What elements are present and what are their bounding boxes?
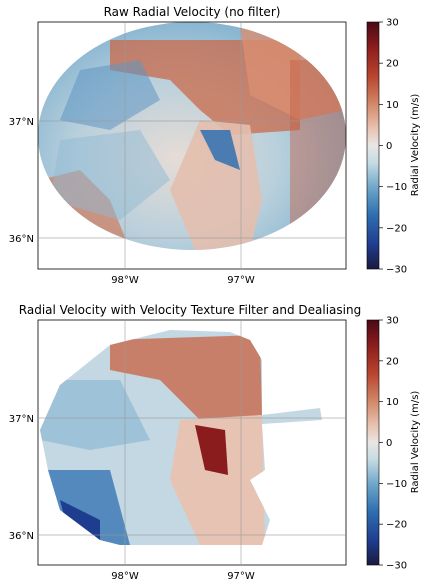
y-tick: 36°N (9, 531, 34, 542)
colorbar-tick-label: 20 (386, 59, 399, 70)
x-tick: 98°W (111, 275, 139, 286)
x-tick: 97°W (227, 275, 255, 286)
colorbar-tick-label: −10 (386, 479, 407, 490)
grid (38, 320, 346, 565)
chart-title: Radial Velocity with Velocity Texture Fi… (19, 303, 361, 317)
colorbar-bar (366, 319, 380, 566)
colorbar-tick-label: 30 (386, 18, 399, 29)
panel-filtered: Radial Velocity with Velocity Texture Fi… (9, 303, 421, 582)
radar-field (40, 330, 322, 545)
y-tick: 37°N (9, 414, 34, 425)
chart-title: Raw Radial Velocity (no filter) (104, 5, 281, 19)
colorbar: 30 20 10 0 −10 −20 −30 Radial Velocity (m/s) (366, 18, 421, 276)
y-tick: 36°N (9, 234, 34, 245)
colorbar-tick-label: −30 (386, 561, 407, 572)
colorbar-tick-label: 10 (386, 397, 399, 408)
colorbar-bar (366, 21, 380, 270)
x-tick: 97°W (227, 571, 255, 582)
plot-frame (37, 21, 347, 270)
x-tick: 98°W (111, 571, 139, 582)
colorbar-tick-label: 10 (386, 100, 399, 111)
colorbar-tick-label: 0 (386, 438, 392, 449)
colorbar-label: Radial Velocity (m/s) (410, 391, 421, 494)
plot-frame (37, 319, 347, 566)
colorbar: 30 20 10 0 −10 −20 −30 Radial Velocity (m/s) (366, 316, 421, 572)
colorbar-tick-label: 30 (386, 316, 399, 327)
colorbar-tick-label: −20 (386, 520, 407, 531)
colorbar-tick-label: 0 (386, 141, 392, 152)
grid (38, 22, 346, 269)
colorbar-label: Radial Velocity (m/s) (410, 94, 421, 197)
colorbar-tick-label: −30 (386, 265, 407, 276)
colorbar-tick-label: −10 (386, 182, 407, 193)
colorbar-tick-label: 20 (386, 356, 399, 367)
colorbar-tick-label: −20 (386, 223, 407, 234)
panel-raw: Raw Radial Velocity (no filter) 37°N 36°… (9, 5, 421, 286)
radar-field (38, 22, 346, 250)
y-tick: 37°N (9, 117, 34, 128)
